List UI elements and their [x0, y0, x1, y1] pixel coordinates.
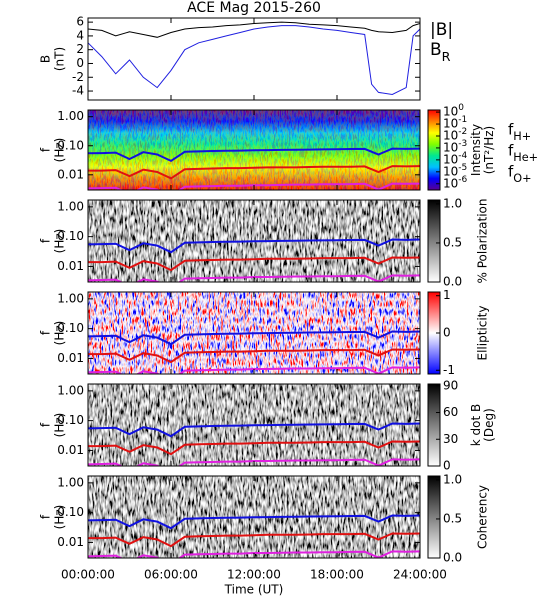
y-tick-label: 0.01 — [57, 351, 84, 365]
y-axis-title: (Hz) — [53, 138, 67, 163]
colorbar-title: Ellipticity — [476, 306, 490, 361]
gyrofrequency-line — [88, 514, 420, 530]
colorbar-tick-label: 0.5 — [443, 235, 462, 249]
legend-entry: BR — [430, 40, 451, 65]
legend-entry: |B| — [430, 20, 453, 40]
y-tick-label: -4 — [72, 84, 84, 98]
y-tick-label: 1.00 — [57, 291, 84, 305]
gyrofrequency-line — [88, 238, 420, 254]
y-tick-label: 0.10 — [57, 413, 84, 427]
gyrofrequency-line — [88, 348, 420, 364]
y-tick-label: 2 — [76, 42, 84, 56]
y-tick-label: 0.10 — [57, 505, 84, 519]
colorbar-title: k dot B — [469, 404, 483, 446]
y-tick-label: 0.10 — [57, 229, 84, 243]
y-tick-label: 1.00 — [57, 199, 84, 213]
colorbar-tick-label: 0 — [443, 459, 451, 473]
y-tick-label: 1.00 — [57, 109, 84, 123]
y-axis-title: (Hz) — [53, 321, 67, 346]
y-axis-title: f — [39, 147, 53, 152]
colorbar — [427, 383, 441, 467]
colorbar-tick-label: 60 — [443, 405, 458, 419]
colorbar-title: Intensity — [469, 124, 483, 176]
colorbar-tick-label: 0 — [443, 326, 451, 340]
y-axis-title: f — [39, 238, 53, 243]
legend-entry: fO+ — [508, 163, 532, 185]
data-line — [88, 21, 420, 38]
gyrofrequency-line — [88, 532, 420, 548]
gyrofrequency-line — [88, 330, 420, 346]
y-tick-label: 1.00 — [57, 383, 84, 397]
x-tick-label: 24:00:00 — [393, 568, 447, 582]
colorbar-tick-label: 1.0 — [443, 196, 462, 210]
legend-entry: fHe+ — [508, 142, 538, 164]
y-axis-title: f — [39, 330, 53, 335]
x-axis-title: Time (UT) — [224, 583, 284, 597]
gyrofrequency-line — [88, 422, 420, 438]
y-tick-label: 4 — [76, 28, 84, 42]
legend-entry: fH+ — [508, 121, 531, 143]
colorbar-tick-label: 1.0 — [443, 472, 462, 486]
y-tick-label: 0.01 — [57, 443, 84, 457]
y-axis-title: (Hz) — [53, 505, 67, 530]
y-axis-title: B — [39, 55, 53, 63]
x-tick-label: 12:00:00 — [227, 568, 281, 582]
colorbar-title: (Deg) — [482, 408, 496, 442]
colorbar-tick-label: -1 — [443, 363, 455, 377]
colorbar-tick-label: 0.5 — [443, 511, 462, 525]
y-axis-title: (nT) — [53, 47, 67, 71]
colorbar — [427, 109, 441, 191]
y-axis-title: f — [39, 422, 53, 427]
y-tick-label: 0.01 — [57, 535, 84, 549]
gyrofrequency-line — [88, 165, 420, 180]
colorbar-tick-label: 0.0 — [443, 275, 462, 289]
y-tick-label: 0.01 — [57, 167, 84, 181]
y-axis-title: (Hz) — [53, 413, 67, 438]
colorbar-title: % Polarization — [476, 199, 490, 284]
x-tick-label: 00:00:00 — [61, 568, 115, 582]
colorbar — [427, 199, 441, 283]
y-axis-title: f — [39, 514, 53, 519]
colorbar — [427, 475, 441, 559]
y-tick-label: 0.01 — [57, 259, 84, 273]
gyrofrequency-line — [88, 256, 420, 272]
colorbar-title: Coherency — [476, 485, 490, 549]
y-tick-label: 0.10 — [57, 138, 84, 152]
colorbar-tick-label: 0.0 — [443, 551, 462, 565]
gyrofrequency-line — [88, 147, 420, 163]
x-tick-label: 18:00:00 — [310, 568, 364, 582]
y-tick-label: -2 — [72, 70, 84, 84]
colorbar-tick-label: 90 — [443, 378, 458, 392]
y-axis-title: (Hz) — [53, 229, 67, 254]
data-line — [88, 25, 420, 96]
y-tick-label: 1.00 — [57, 475, 84, 489]
colorbar-title: (nT²/Hz) — [482, 126, 496, 174]
colorbar-tick-label: 1 — [443, 288, 451, 302]
colorbar-tick-label: 30 — [443, 432, 458, 446]
y-tick-label: 0 — [76, 56, 84, 70]
y-tick-label: 0.10 — [57, 321, 84, 335]
gyrofrequency-line — [88, 440, 420, 456]
x-tick-label: 06:00:00 — [144, 568, 198, 582]
colorbar-tick-label: 10-6 — [443, 174, 468, 190]
figure-title: ACE Mag 2015-260 — [187, 0, 321, 16]
y-tick-label: 6 — [76, 15, 84, 29]
